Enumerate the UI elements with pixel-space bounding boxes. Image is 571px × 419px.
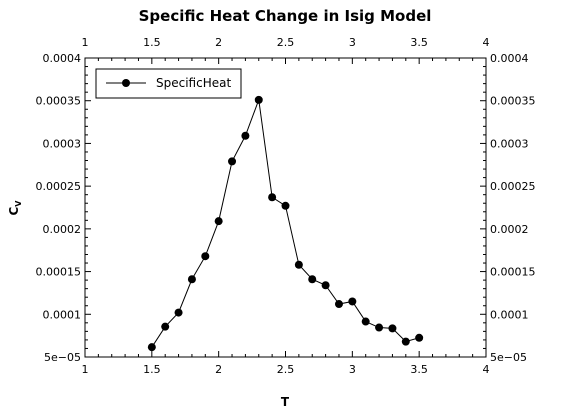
- y-tick-label-left: 0.0003: [43, 137, 82, 150]
- data-point: [201, 252, 210, 261]
- y-tick-label-left: 5e−05: [44, 351, 81, 364]
- data-point: [281, 201, 290, 210]
- series-line: [151, 99, 420, 348]
- y-tick-label-right: 0.00035: [490, 95, 536, 108]
- x-tick-label-bottom: 3: [349, 363, 356, 376]
- y-axis-label-group: CV: [7, 200, 23, 216]
- x-tick-label-bottom: 4: [483, 363, 490, 376]
- y-tick-label-right: 0.0003: [490, 137, 529, 150]
- series-group: [147, 95, 424, 352]
- data-point: [268, 193, 277, 202]
- data-point: [174, 308, 183, 317]
- legend: SpecificHeat: [95, 68, 242, 99]
- data-point: [214, 217, 223, 226]
- data-point: [228, 157, 237, 166]
- chart-title: Specific Heat Change in Isig Model: [139, 7, 432, 25]
- x-tick-label-bottom: 2.5: [277, 363, 295, 376]
- y-tick-label-right: 0.0004: [490, 52, 529, 65]
- y-tick-label-right: 5e−05: [490, 351, 527, 364]
- y-axis-label-subscript: V: [14, 200, 23, 207]
- data-point: [375, 323, 384, 332]
- data-point: [187, 275, 196, 284]
- data-point: [147, 343, 156, 352]
- data-point: [241, 131, 250, 140]
- data-point: [321, 281, 330, 290]
- data-point: [401, 337, 410, 346]
- y-tick-label-left: 0.0004: [43, 52, 82, 65]
- x-tick-label-top: 1.5: [143, 36, 161, 49]
- x-tick-label-top: 3.5: [410, 36, 428, 49]
- y-axis-label: C: [7, 207, 21, 216]
- x-tick-label-bottom: 1: [82, 363, 89, 376]
- x-tick-label-top: 3: [349, 36, 356, 49]
- y-tick-label-right: 0.00025: [490, 180, 536, 193]
- legend-marker: [122, 79, 130, 87]
- x-tick-label-bottom: 2: [215, 363, 222, 376]
- x-tick-label-top: 2.5: [277, 36, 295, 49]
- data-point: [334, 300, 343, 309]
- data-point: [348, 297, 357, 306]
- data-point: [294, 260, 303, 269]
- data-point: [361, 317, 370, 326]
- y-tick-label-left: 0.0002: [43, 223, 82, 236]
- y-tick-label-left: 0.00025: [36, 180, 82, 193]
- svg-text:CV: CV: [7, 200, 23, 216]
- y-tick-label-left: 0.00035: [36, 95, 82, 108]
- x-tick-label-top: 4: [483, 36, 490, 49]
- legend-label: SpecificHeat: [156, 76, 231, 90]
- y-tick-label-right: 0.0002: [490, 223, 529, 236]
- y-tick-label-left: 0.0001: [43, 308, 82, 321]
- x-tick-label-top: 1: [82, 36, 89, 49]
- data-point: [308, 275, 317, 284]
- data-point: [254, 95, 263, 104]
- y-tick-label-right: 0.00015: [490, 266, 536, 279]
- x-tick-label-bottom: 1.5: [143, 363, 161, 376]
- data-point: [161, 322, 170, 331]
- data-point: [415, 333, 424, 342]
- x-tick-label-bottom: 3.5: [410, 363, 428, 376]
- x-axis-label: T: [281, 395, 290, 409]
- y-tick-label-left: 0.00015: [36, 266, 82, 279]
- data-point: [388, 324, 397, 333]
- x-tick-label-top: 2: [215, 36, 222, 49]
- y-tick-label-right: 0.0001: [490, 308, 529, 321]
